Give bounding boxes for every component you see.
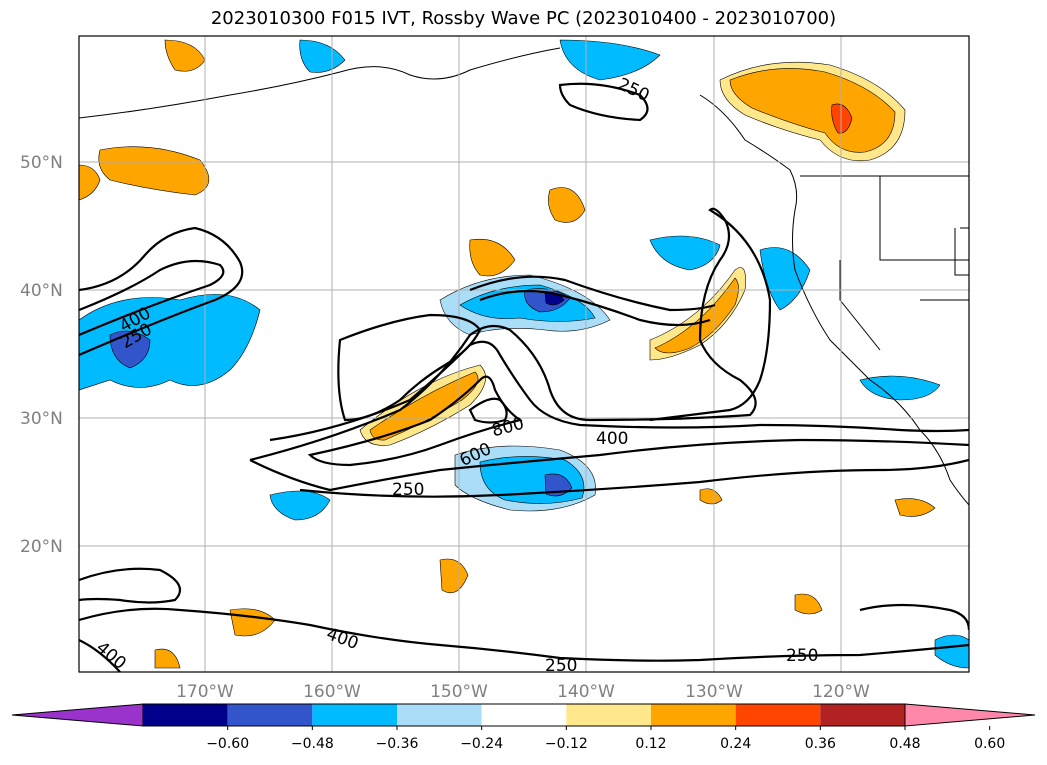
positive-pc-patch: [154, 648, 181, 669]
lon-label-150: 150°W: [430, 682, 488, 702]
lat-label-20: 20°N: [20, 537, 63, 557]
colorbar-swatch: [566, 704, 651, 726]
ivt-contour-250-south: [299, 458, 969, 498]
colorbar: −0.60 −0.48 −0.36 −0.24 −0.12 0.12 0.24 0.36 0.4…: [11, 703, 1036, 752]
positive-pc-patch: [699, 488, 723, 505]
colorbar-tick-label: 0.60: [974, 736, 1005, 752]
positive-pc-patch: [369, 371, 479, 441]
ivt-contour-400-ne: [479, 289, 711, 327]
ivt-contour-250-sw: [79, 567, 182, 604]
colorbar-tick-label: 0.12: [635, 736, 666, 752]
map-frame: [78, 35, 970, 673]
contour-label: 250: [392, 480, 424, 500]
positive-pc-patch: [831, 103, 853, 134]
negative-pc-patch: [299, 39, 346, 73]
ivt-contour-400: [269, 340, 969, 442]
lon-label-140: 140°W: [557, 682, 615, 702]
gridlines: [79, 36, 969, 672]
lon-label-130: 130°W: [685, 682, 743, 702]
colorbar-tick-label: −0.24: [460, 736, 503, 752]
colorbar-swatch: [143, 704, 228, 726]
us-state-borders: [839, 176, 969, 351]
positive-pc-patch: [469, 238, 516, 277]
positive-pc-patch: [548, 187, 586, 223]
lat-label-50: 50°N: [20, 153, 63, 173]
colorbar-swatch: [651, 704, 736, 726]
positive-pc-patch: [98, 146, 210, 196]
colorbar-swatch: [312, 704, 397, 726]
colorbar-swatch: [735, 704, 821, 726]
colorbar-tick-label: −0.36: [376, 736, 419, 752]
ivt-contours: [79, 82, 969, 672]
colorbar-tick-label: −0.12: [545, 736, 588, 752]
lon-label-170: 170°W: [176, 682, 234, 702]
ivt-contour-400-sw: [79, 607, 969, 662]
lon-labels: 170°W 160°W 150°W 140°W 130°W 120°W: [176, 682, 870, 702]
ivt-contour-800: [468, 397, 508, 424]
coastlines: [79, 47, 969, 506]
negative-pc-patch: [649, 235, 721, 271]
lon-label-120: 120°W: [812, 682, 870, 702]
negative-pc-patch: [79, 294, 261, 391]
alaska-coastline: [79, 47, 561, 119]
colorbar-tick-label: −0.60: [206, 736, 249, 752]
contour-label: 400: [596, 429, 628, 449]
ivt-contour-400: [79, 259, 225, 337]
colorbar-extend-low: [11, 703, 144, 727]
map-panel: 250 400 250 600 800 400 250 400 400 250 …: [79, 36, 969, 676]
colorbar-swatch: [481, 704, 567, 726]
map-title: 2023010300 F015 IVT, Rossby Wave PC (202…: [210, 8, 837, 29]
positive-pc-patch: [439, 558, 469, 594]
colorbar-swatch: [397, 704, 482, 726]
ivt-contour-250: [249, 207, 772, 462]
negative-pc-patch: [559, 39, 661, 81]
lat-labels: 50°N 40°N 30°N 20°N: [20, 153, 63, 557]
negative-pc-patch: [934, 634, 969, 669]
positive-pc-patch: [894, 498, 936, 517]
colorbar-tick-label: −0.48: [291, 736, 334, 752]
colorbar-tick-label: 0.36: [805, 736, 836, 752]
ivt-contour-250: [79, 226, 244, 357]
north-america-coastline: [699, 94, 969, 506]
lat-label-30: 30°N: [20, 409, 63, 429]
ivt-contour-250-center: [337, 313, 482, 422]
contour-label: 250: [786, 646, 818, 666]
negative-pc-patch: [109, 330, 151, 369]
ivt-contour-250-nw: [558, 82, 649, 122]
colorbar-swatch: [820, 704, 905, 726]
ivt-contour-400-sw-lower: [79, 639, 121, 672]
lat-label-40: 40°N: [20, 281, 63, 301]
lon-label-160: 160°W: [303, 682, 361, 702]
colorbar-swatch: [227, 704, 313, 726]
positive-pc-patch: [164, 39, 206, 72]
ivt-contour-250-ne: [469, 275, 716, 312]
positive-pc-patch: [79, 164, 101, 201]
colorbar-tick-label: 0.24: [720, 736, 751, 752]
positive-pc-patch: [794, 593, 823, 615]
colorbar-frame: [142, 703, 906, 727]
positive-pc-patch: [729, 68, 896, 153]
contour-label: 250: [545, 656, 577, 676]
colorbar-extend-high: [904, 703, 1036, 727]
colorbar-tick-label: 0.48: [889, 736, 920, 752]
ivt-contour-250-se: [859, 603, 969, 631]
ivt-contour-250-lower: [249, 438, 969, 492]
negative-pc-patch: [859, 375, 941, 401]
